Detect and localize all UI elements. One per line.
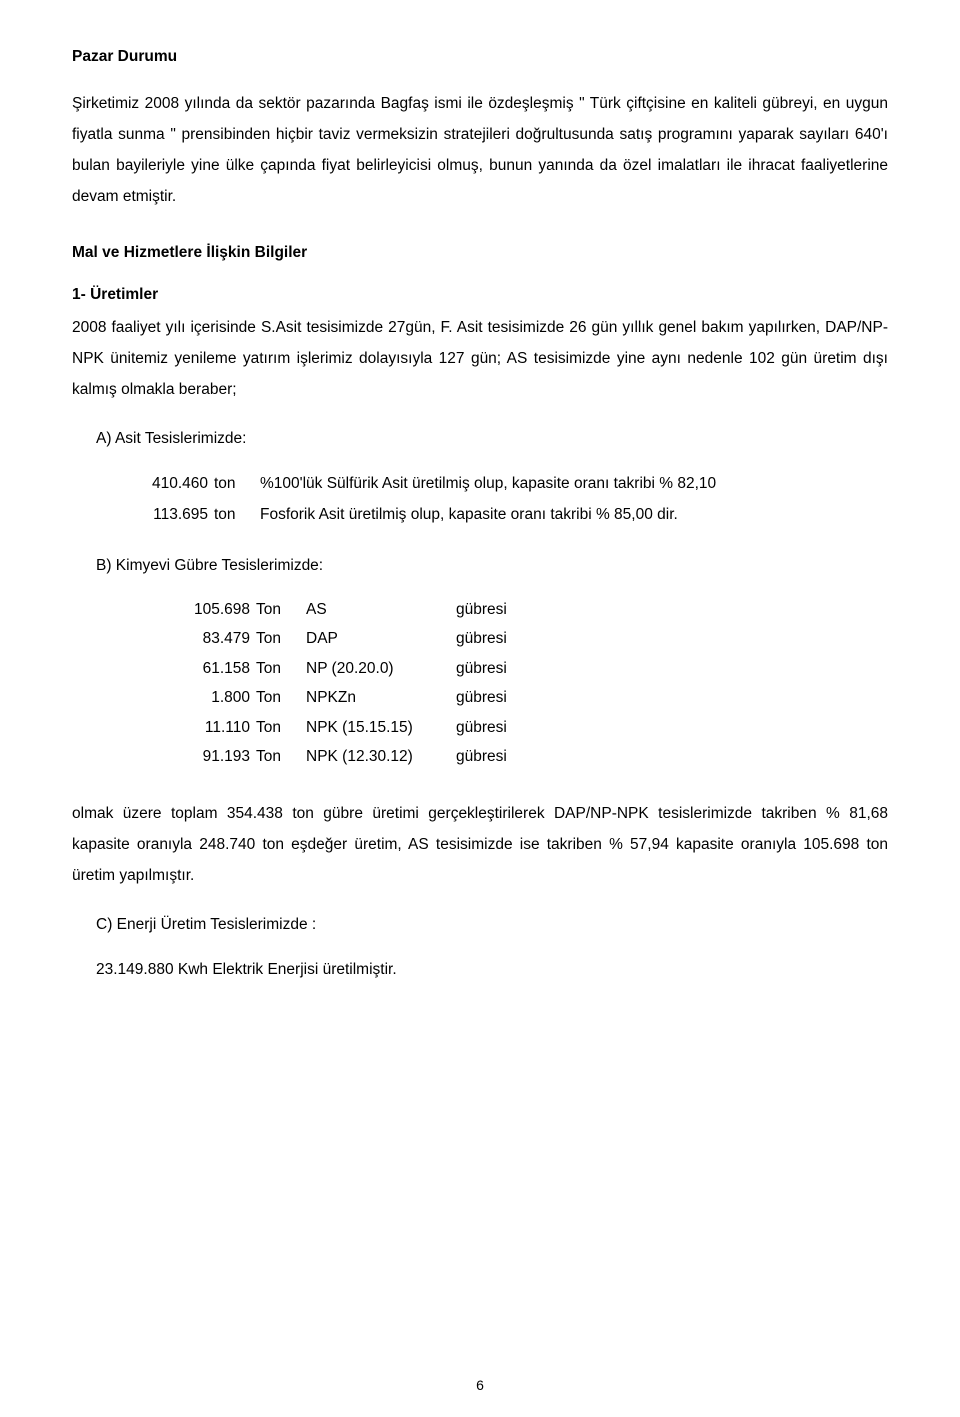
heading-pazar-durumu: Pazar Durumu (72, 48, 888, 66)
asit-amount: 410.460 (132, 468, 214, 499)
gubre-row: 83.479 Ton DAP gübresi (172, 624, 888, 653)
asit-desc: Fosforik Asit üretilmiş olup, kapasite o… (260, 499, 888, 530)
gubre-type: NP (20.20.0) (306, 654, 456, 683)
gubre-amount: 11.110 (172, 713, 256, 742)
gubre-type: NPK (12.30.12) (306, 742, 456, 771)
gubre-row: 105.698 Ton AS gübresi (172, 595, 888, 624)
asit-row: 113.695 ton Fosforik Asit üretilmiş olup… (72, 499, 888, 530)
gubre-row: 1.800 Ton NPKZn gübresi (172, 683, 888, 712)
heading-mal-hizmetler: Mal ve Hizmetlere İlişkin Bilgiler (72, 244, 888, 262)
gubre-row: 91.193 Ton NPK (12.30.12) gübresi (172, 742, 888, 771)
paragraph-pazar-durumu: Şirketimiz 2008 yılında da sektör pazarı… (72, 88, 888, 212)
gubre-amount: 105.698 (172, 595, 256, 624)
asit-unit: ton (214, 499, 260, 530)
gubre-unit: Ton (256, 654, 306, 683)
asit-amount: 113.695 (132, 499, 214, 530)
gubre-unit: Ton (256, 742, 306, 771)
gubre-type: NPK (15.15.15) (306, 713, 456, 742)
gubre-row: 11.110 Ton NPK (15.15.15) gübresi (172, 713, 888, 742)
document-page: Pazar Durumu Şirketimiz 2008 yılında da … (0, 0, 960, 1417)
asit-row: 410.460 ton %100'lük Sülfürik Asit üreti… (72, 468, 888, 499)
gubre-label: gübresi (456, 595, 888, 624)
asit-unit: ton (214, 468, 260, 499)
gubre-amount: 91.193 (172, 742, 256, 771)
asit-desc: %100'lük Sülfürik Asit üretilmiş olup, k… (260, 468, 888, 499)
section-b-label: B) Kimyevi Gübre Tesislerimizde: (72, 550, 888, 581)
section-a-label: A) Asit Tesislerimizde: (72, 423, 888, 454)
gubre-amount: 1.800 (172, 683, 256, 712)
gubre-amount: 83.479 (172, 624, 256, 653)
gubre-label: gübresi (456, 624, 888, 653)
gubre-label: gübresi (456, 713, 888, 742)
paragraph-enerji: 23.149.880 Kwh Elektrik Enerjisi üretilm… (72, 954, 888, 985)
paragraph-toplam: olmak üzere toplam 354.438 ton gübre üre… (72, 798, 888, 891)
page-number: 6 (0, 1377, 960, 1393)
heading-uretimler: 1- Üretimler (72, 286, 888, 304)
gubre-unit: Ton (256, 713, 306, 742)
gubre-unit: Ton (256, 624, 306, 653)
gubre-production-table: 105.698 Ton AS gübresi 83.479 Ton DAP gü… (72, 595, 888, 772)
gubre-type: DAP (306, 624, 456, 653)
section-c-label: C) Enerji Üretim Tesislerimizde : (72, 909, 888, 940)
asit-production-list: 410.460 ton %100'lük Sülfürik Asit üreti… (72, 468, 888, 530)
gubre-amount: 61.158 (172, 654, 256, 683)
gubre-type: AS (306, 595, 456, 624)
gubre-row: 61.158 Ton NP (20.20.0) gübresi (172, 654, 888, 683)
gubre-label: gübresi (456, 654, 888, 683)
gubre-type: NPKZn (306, 683, 456, 712)
gubre-label: gübresi (456, 742, 888, 771)
gubre-unit: Ton (256, 595, 306, 624)
gubre-unit: Ton (256, 683, 306, 712)
gubre-label: gübresi (456, 683, 888, 712)
paragraph-uretimler-intro: 2008 faaliyet yılı içerisinde S.Asit tes… (72, 312, 888, 405)
